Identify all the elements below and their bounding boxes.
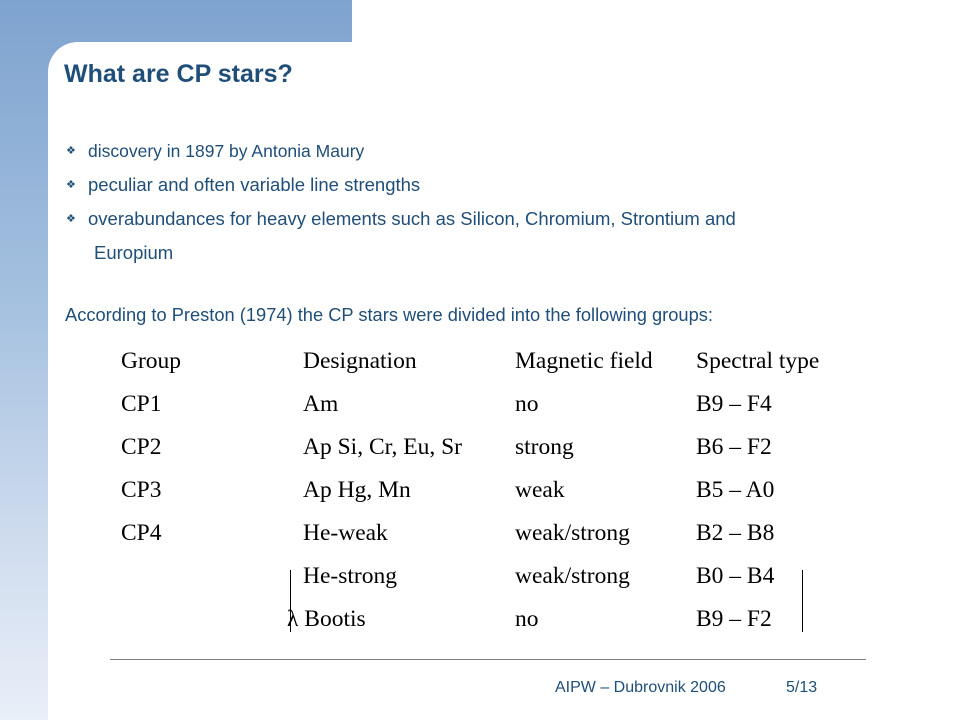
header-group: Group [121,348,182,374]
diamond-dots-icon: ❖ [66,145,76,157]
cell-group: CP1 [121,391,162,417]
cell-designation: He-weak [303,520,388,546]
bullet-list: ❖ discovery in 1897 by Antonia Maury ❖ p… [66,134,946,270]
cell-designation: He-strong [303,563,397,589]
slide-panel [48,42,960,720]
bullet-item: ❖ peculiar and often variable line stren… [66,168,946,202]
diamond-dots-icon: ❖ [66,213,76,225]
cell-spectral-type: B9 – F4 [696,391,772,417]
cell-magnetic-field: no [515,606,539,632]
cell-spectral-type: B5 – A0 [696,477,775,503]
bullet-text: discovery in 1897 by Antonia Maury [88,141,365,161]
diamond-dots-icon: ❖ [66,179,76,191]
footer-divider [110,659,866,660]
cell-group: CP2 [121,434,162,460]
header-spectral-type: Spectral type [696,348,820,374]
cell-designation: Ap Si, Cr, Eu, Sr [303,434,463,460]
cell-spectral-type: B9 – F2 [696,606,772,632]
cell-designation: Am [303,391,339,417]
intro-text: According to Preston (1974) the CP stars… [65,304,713,325]
header-magnetic-field: Magnetic field [515,348,653,374]
bullet-text: overabundances for heavy elements such a… [88,208,736,229]
cell-magnetic-field: weak/strong [515,563,630,589]
slide-title: What are CP stars? [64,60,293,88]
cell-designation: λ Bootis [287,606,366,632]
cell-spectral-type: B6 – F2 [696,434,772,460]
cell-magnetic-field: strong [515,434,574,460]
bullet-item: ❖ discovery in 1897 by Antonia Maury [66,134,946,168]
group-bracket-right [802,570,803,632]
cell-group: CP3 [121,477,162,503]
bullet-text: peculiar and often variable line strengt… [88,174,421,195]
header-designation: Designation [303,348,417,374]
cell-magnetic-field: no [515,391,539,417]
cell-designation: Ap Hg, Mn [303,477,411,503]
cell-magnetic-field: weak/strong [515,520,630,546]
cell-magnetic-field: weak [515,477,565,503]
page-number: 5/13 [786,679,818,696]
group-bracket-left [290,570,291,632]
cell-spectral-type: B2 – B8 [696,520,775,546]
footer-event: AIPW – Dubrovnik 2006 [555,679,726,696]
bullet-item: ❖ overabundances for heavy elements such… [66,202,946,236]
bullet-continuation: Europium [94,242,174,263]
cell-spectral-type: B0 – B4 [696,563,775,589]
cell-group: CP4 [121,520,162,546]
